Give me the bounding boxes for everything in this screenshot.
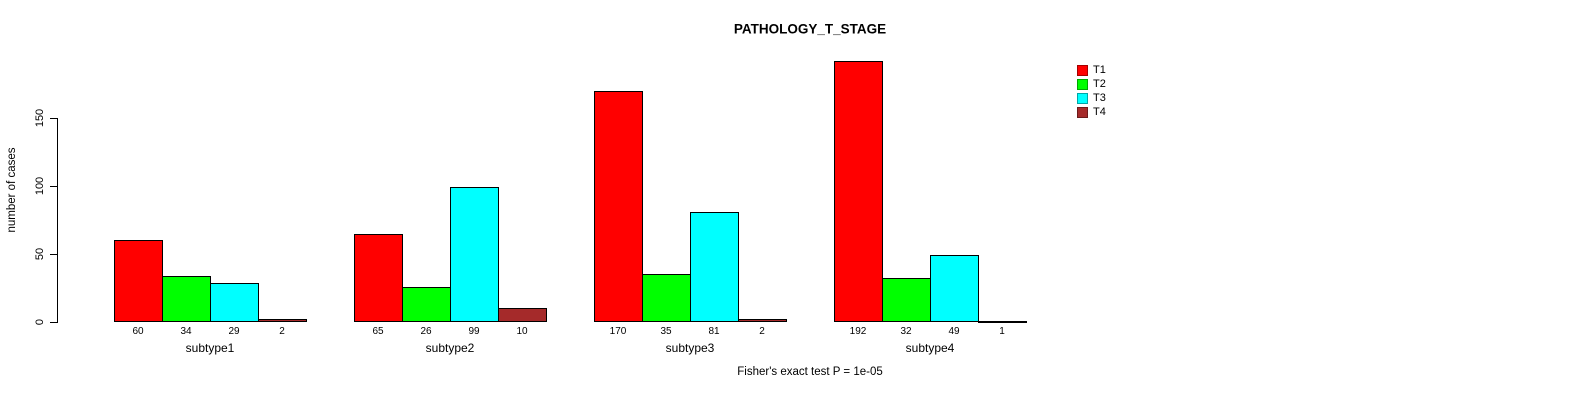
legend-label: T4 <box>1093 106 1106 118</box>
bar-t1-subtype3 <box>594 91 643 322</box>
bar-t1-subtype1 <box>114 240 163 322</box>
y-axis-tick-label: 0 <box>34 318 46 326</box>
bar-t3-subtype1 <box>210 283 259 322</box>
legend-item: T3 <box>1077 92 1106 105</box>
bar-value-label: 170 <box>609 326 627 337</box>
bar-t4-subtype4 <box>978 321 1027 323</box>
bar-value-label: 49 <box>948 326 960 337</box>
legend-swatch-icon <box>1077 65 1088 76</box>
bar-t4-subtype1 <box>258 319 307 322</box>
bar-value-label: 81 <box>708 326 720 337</box>
x-category-label: subtype4 <box>905 341 955 355</box>
bar-t4-subtype3 <box>738 319 787 322</box>
fisher-test-footnote: Fisher's exact test P = 1e-05 <box>737 366 883 378</box>
bar-value-label: 2 <box>759 326 765 337</box>
y-axis-title: number of cases <box>6 147 18 233</box>
bar-value-label: 26 <box>420 326 432 337</box>
bar-t3-subtype2 <box>450 187 499 322</box>
bar-t3-subtype3 <box>690 212 739 322</box>
bar-t2-subtype1 <box>162 276 211 322</box>
bar-value-label: 192 <box>849 326 867 337</box>
bar-t2-subtype3 <box>642 274 691 322</box>
bar-t1-subtype4 <box>834 61 883 322</box>
bar-value-label: 34 <box>180 326 192 337</box>
y-axis-tick <box>50 186 57 187</box>
y-axis-tick-label: 100 <box>34 176 46 196</box>
x-category-label: subtype3 <box>665 341 715 355</box>
bar-t4-subtype2 <box>498 308 547 322</box>
legend-swatch-icon <box>1077 107 1088 118</box>
legend-label: T3 <box>1093 92 1106 104</box>
bar-value-label: 35 <box>660 326 672 337</box>
bar-value-label: 32 <box>900 326 912 337</box>
y-axis-tick-label: 50 <box>34 247 46 261</box>
bar-value-label: 99 <box>468 326 480 337</box>
y-axis-tick <box>50 254 57 255</box>
legend: T1 T2 T3 T4 <box>1077 64 1106 120</box>
bar-value-label: 60 <box>132 326 144 337</box>
legend-swatch-icon <box>1077 93 1088 104</box>
legend-label: T1 <box>1093 64 1106 76</box>
legend-item: T4 <box>1077 106 1106 119</box>
bar-t2-subtype4 <box>882 278 931 322</box>
bar-value-label: 65 <box>372 326 384 337</box>
x-category-label: subtype2 <box>425 341 475 355</box>
bar-t3-subtype4 <box>930 255 979 322</box>
legend-swatch-icon <box>1077 79 1088 90</box>
x-category-label: subtype1 <box>185 341 235 355</box>
bar-value-label: 1 <box>999 326 1005 337</box>
bar-value-label: 29 <box>228 326 240 337</box>
bar-value-label: 2 <box>279 326 285 337</box>
y-axis-line <box>57 118 58 323</box>
bar-t2-subtype2 <box>402 287 451 322</box>
legend-item: T2 <box>1077 78 1106 91</box>
legend-label: T2 <box>1093 78 1106 90</box>
legend-item: T1 <box>1077 64 1106 77</box>
y-axis-tick <box>50 118 57 119</box>
y-axis-tick-label: 150 <box>34 108 46 128</box>
bar-t1-subtype2 <box>354 234 403 322</box>
y-axis-tick <box>50 322 57 323</box>
bar-value-label: 10 <box>516 326 528 337</box>
chart-title: PATHOLOGY_T_STAGE <box>733 21 887 37</box>
